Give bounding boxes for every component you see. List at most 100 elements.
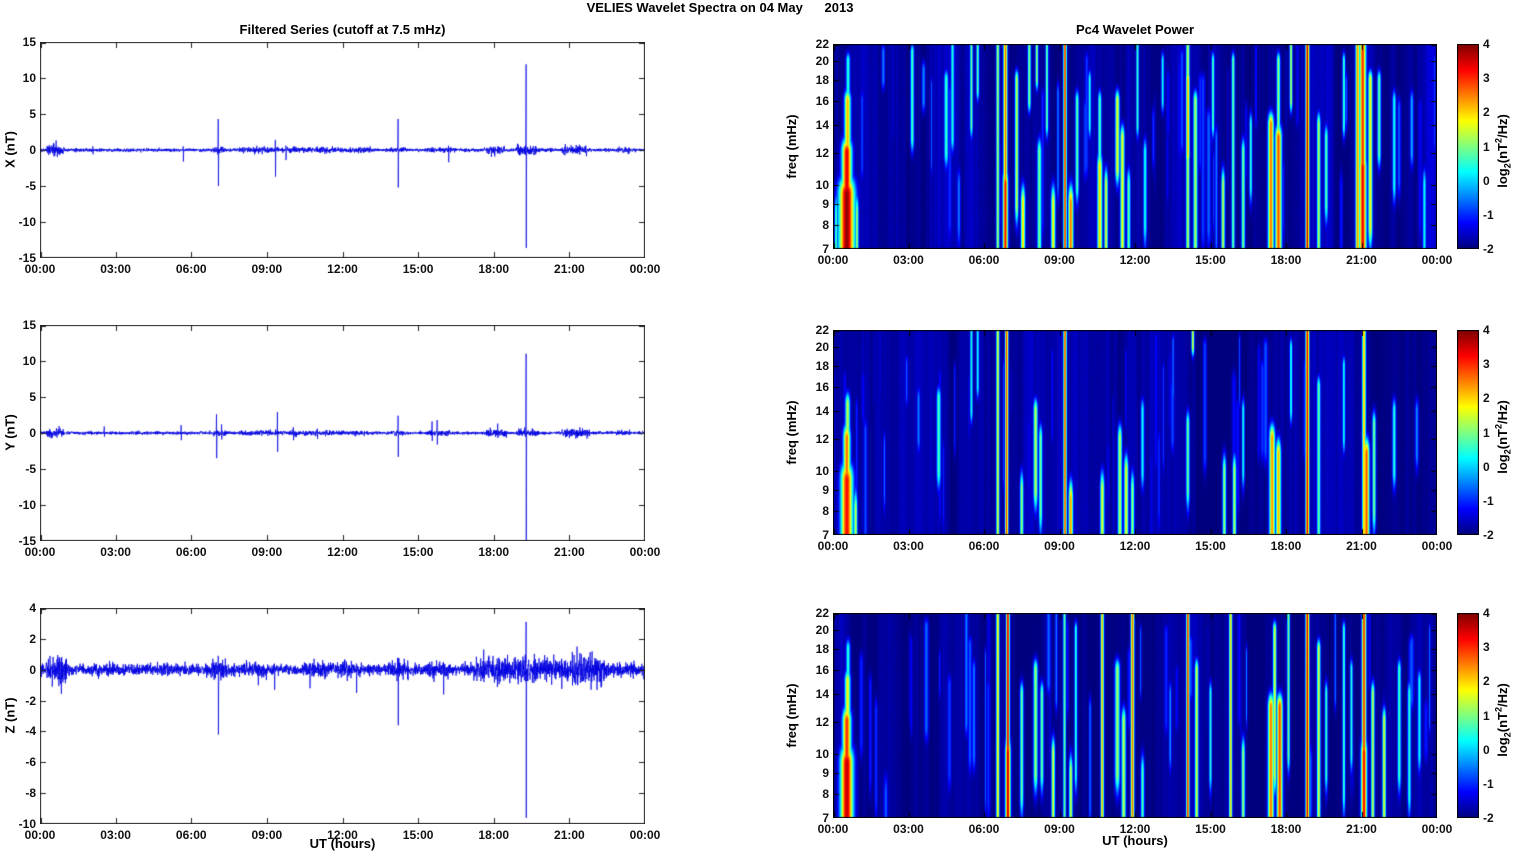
freq-tick-label: 20 (815, 340, 829, 355)
x-tick-label: 12:00 (327, 545, 358, 559)
x-axis-label-right: UT (hours) (1102, 833, 1168, 848)
timeseries-canvas-y (40, 325, 645, 541)
y-tick-label: 5 (29, 390, 36, 404)
colorbar-unit-part: (nT (1494, 711, 1510, 732)
x-tick-label: 00:00 (629, 545, 661, 559)
colorbar-tick-label: 4 (1483, 606, 1490, 620)
y-tick-label: -10 (18, 817, 36, 831)
x-tick-label: 00:00 (24, 262, 56, 276)
y-tick-label: -15 (18, 251, 36, 265)
y-tick-label: -5 (25, 462, 36, 476)
x-tick-label: 00:00 (629, 828, 661, 842)
colorbar-tick-label: -1 (1483, 207, 1494, 222)
y-tick-label: -10 (18, 498, 36, 512)
x-tick-label: 18:00 (1270, 539, 1302, 553)
y-tick-label: 0 (29, 143, 36, 157)
colorbar-tick-label: 1 (1483, 708, 1490, 723)
colorbar-unit-part: log (1494, 453, 1510, 474)
y-tick-label: -15 (18, 534, 36, 548)
colorbar-tick-label: 1 (1483, 139, 1490, 154)
x-tick-label: 03:00 (100, 828, 131, 842)
colorbar-tick-label: 3 (1483, 71, 1490, 86)
x-tick-label: 06:00 (968, 539, 1000, 553)
colorbar-unit-part: log (1494, 736, 1510, 757)
x-tick-label: 18:00 (1270, 253, 1302, 267)
colorbar-tick-label: 2 (1483, 105, 1490, 120)
x-tick-label: 00:00 (817, 822, 849, 836)
freq-tick-label: 18 (815, 72, 829, 87)
colorbar-tick-label: 2 (1483, 674, 1490, 689)
y-tick-label: -2 (25, 693, 36, 708)
colorbar-unit-part: 2 (1501, 162, 1512, 168)
freq-tick-label: 8 (822, 218, 829, 233)
colorbar-tick-label: 1 (1483, 425, 1490, 440)
x-tick-label: 12:00 (1119, 822, 1151, 836)
x-tick-label: 18:00 (1270, 822, 1302, 836)
figure-title: VELIES Wavelet Spectra on 04 May 2013 (586, 0, 854, 15)
x-tick-label: 09:00 (251, 545, 283, 559)
colorbar-unit-part: log (1494, 167, 1510, 188)
colorbar-canvas (1457, 330, 1479, 535)
freq-tick-label: 10 (815, 747, 829, 762)
freq-tick-label: 20 (815, 54, 829, 69)
x-tick-label: 21:00 (1346, 822, 1377, 836)
freq-tick-label: 14 (815, 686, 829, 701)
y-axis-label-y: Y (nT) (2, 414, 18, 451)
freq-tick-label: 18 (815, 358, 829, 373)
x-tick-label: 15:00 (402, 262, 434, 276)
freq-tick-label: 22 (815, 606, 829, 620)
freq-tick-label: 9 (822, 766, 829, 780)
colorbar-canvas (1457, 44, 1479, 249)
x-tick-label: 15:00 (402, 545, 434, 559)
timeseries-canvas-x (40, 42, 645, 258)
colorbar-unit-part: /Hz) (1494, 113, 1510, 138)
x-tick-label: 06:00 (175, 262, 207, 276)
freq-tick-label: 12 (815, 714, 829, 729)
freq-tick-label: 22 (815, 37, 829, 51)
x-tick-label: 09:00 (1044, 539, 1075, 553)
freq-tick-label: 14 (815, 117, 829, 132)
y-tick-label: -6 (25, 755, 36, 770)
x-tick-label: 18:00 (478, 262, 510, 276)
x-tick-label: 06:00 (175, 828, 207, 842)
y-tick-label: -5 (25, 179, 36, 193)
freq-tick-label: 9 (822, 483, 829, 497)
freq-tick-label: 8 (822, 787, 829, 802)
right-column-title: Pc4 Wavelet Power (1075, 22, 1194, 37)
freq-axis-label: freq (mHz) (783, 682, 799, 748)
colorbar-unit-part: (nT (1494, 142, 1510, 163)
x-tick-label: 15:00 (402, 828, 434, 842)
colorbar-tick-label: 4 (1483, 37, 1490, 51)
colorbar-tick-label: -1 (1483, 776, 1494, 791)
colorbar-tick-label: 3 (1483, 357, 1490, 372)
y-tick-label: 15 (22, 35, 36, 49)
x-tick-label: 18:00 (478, 545, 510, 559)
x-tick-label: 15:00 (1195, 539, 1226, 553)
freq-tick-label: 16 (815, 380, 829, 394)
left-column-title: Filtered Series (cutoff at 7.5 mHz) (239, 22, 446, 37)
y-tick-label: 0 (29, 662, 36, 677)
x-tick-label: 12:00 (1119, 253, 1151, 267)
colorbar-unit-label: log2(nT2/Hz) (1491, 334, 1515, 539)
wavelet-canvas-x (833, 44, 1437, 249)
x-tick-label: 12:00 (1119, 539, 1151, 553)
freq-tick-label: 10 (815, 178, 829, 193)
freq-tick-label: 7 (822, 528, 829, 542)
freq-tick-label: 18 (815, 641, 829, 656)
x-tick-label: 06:00 (175, 545, 207, 559)
x-tick-label: 03:00 (100, 262, 131, 276)
x-tick-label: 00:00 (817, 253, 849, 267)
x-tick-label: 21:00 (1346, 253, 1377, 267)
y-tick-label: 10 (22, 354, 36, 368)
colorbar-tick-label: 3 (1483, 640, 1490, 655)
x-tick-label: 00:00 (629, 262, 661, 276)
x-tick-label: 12:00 (327, 262, 358, 276)
x-tick-label: 06:00 (968, 822, 1000, 836)
y-tick-label: 5 (29, 107, 36, 121)
x-tick-label: 15:00 (1195, 253, 1226, 267)
freq-tick-label: 12 (815, 431, 829, 446)
x-tick-label: 21:00 (554, 262, 585, 276)
freq-axis-label: freq (mHz) (783, 399, 799, 465)
x-tick-label: 03:00 (893, 822, 924, 836)
colorbar-tick-label: -2 (1483, 528, 1494, 542)
